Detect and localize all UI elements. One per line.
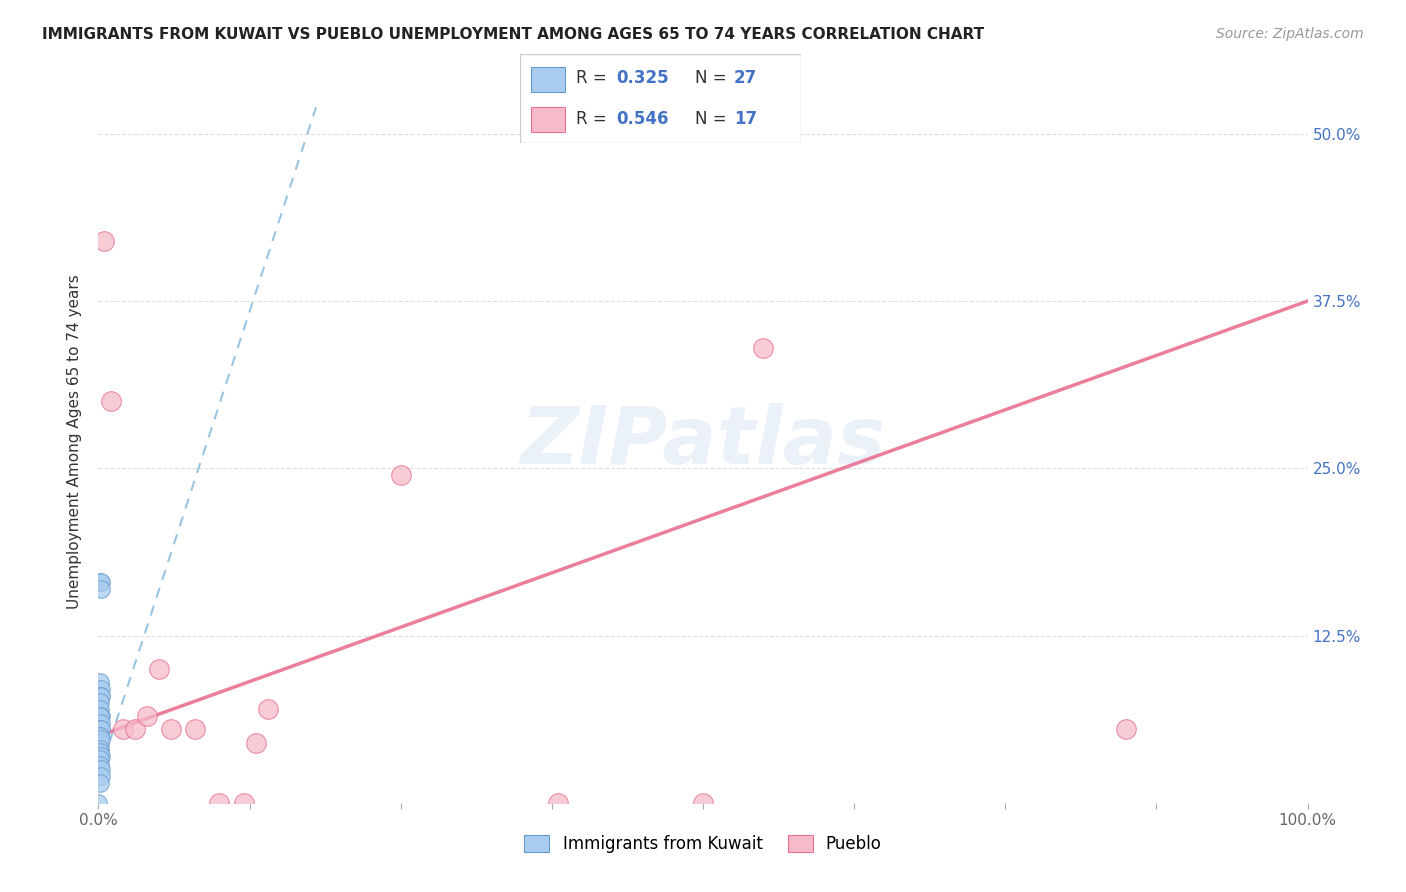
FancyBboxPatch shape [531,107,565,132]
Text: 0.325: 0.325 [616,70,668,87]
Y-axis label: Unemployment Among Ages 65 to 74 years: Unemployment Among Ages 65 to 74 years [67,274,83,609]
Point [256,702,278,716]
Text: IMMIGRANTS FROM KUWAIT VS PUEBLO UNEMPLOYMENT AMONG AGES 65 TO 74 YEARS CORRELAT: IMMIGRANTS FROM KUWAIT VS PUEBLO UNEMPLO… [42,27,984,42]
Point [89,751,111,765]
Point [89,723,111,737]
Point [90,715,112,730]
Point [135,708,157,723]
Point [148,662,170,676]
Point [692,796,714,810]
Point [389,467,412,482]
Point [547,796,569,810]
Point [89,708,111,723]
FancyBboxPatch shape [520,54,801,143]
Point [90,723,112,737]
Point [111,723,134,737]
Point [90,731,112,746]
Text: ZIPatlas: ZIPatlas [520,402,886,481]
Text: 0.546: 0.546 [616,110,668,128]
Text: R =: R = [576,110,613,128]
Point [89,729,111,743]
Point [245,735,267,749]
Point [90,762,112,776]
Point [89,696,111,710]
Text: R =: R = [576,70,613,87]
Text: Source: ZipAtlas.com: Source: ZipAtlas.com [1216,27,1364,41]
Point [90,749,112,764]
Point [232,796,254,810]
Point [89,776,111,790]
Point [90,769,112,783]
Point [93,234,115,248]
Point [90,582,112,596]
Point [160,723,183,737]
Point [90,575,112,590]
Point [184,723,207,737]
Point [208,796,231,810]
Point [752,341,775,355]
Point [100,394,122,409]
Point [89,742,111,756]
Text: N =: N = [695,110,731,128]
Text: N =: N = [695,70,731,87]
Point [89,702,111,716]
Text: 27: 27 [734,70,758,87]
Point [90,681,112,696]
Legend: Immigrants from Kuwait, Pueblo: Immigrants from Kuwait, Pueblo [517,828,889,860]
Point [89,689,111,703]
Point [89,729,111,743]
Text: 17: 17 [734,110,756,128]
Point [124,723,146,737]
Point [90,708,112,723]
Point [89,675,111,690]
Point [89,735,111,749]
Point [87,796,110,810]
Point [89,575,111,590]
Point [89,758,111,772]
Point [90,689,112,703]
Point [89,745,111,759]
FancyBboxPatch shape [531,67,565,92]
Point [1115,723,1137,737]
